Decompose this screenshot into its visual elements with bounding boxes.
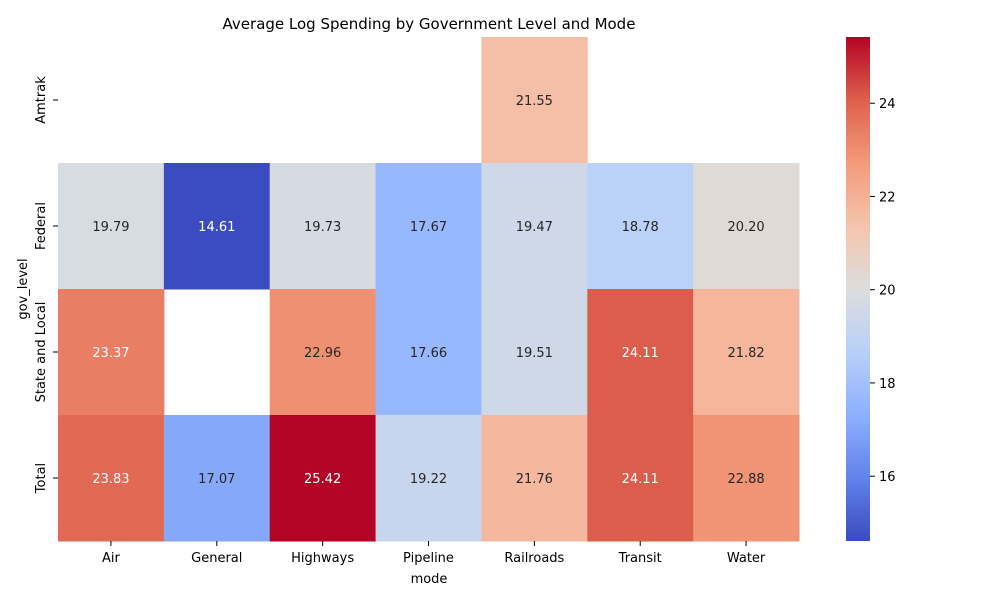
y-tick-label: Federal: [34, 202, 49, 250]
heatmap-cell: [58, 163, 165, 290]
heatmap-cell: [375, 289, 482, 416]
cell-value-label: 25.42: [304, 472, 341, 487]
heatmap-cell: [269, 289, 377, 416]
colorbar: [846, 37, 870, 541]
cell-value-label: 24.11: [622, 346, 659, 361]
cell-value-label: 22.96: [304, 346, 341, 361]
colorbar-tick-label: 20: [879, 284, 896, 299]
cell-value-label: 19.51: [516, 346, 553, 361]
heatmap-cell: [163, 163, 271, 290]
colorbar-tick-label: 16: [879, 470, 896, 485]
y-tick-label: Amtrak: [34, 76, 49, 124]
colorbar-tick-label: 18: [879, 377, 896, 392]
cell-value-label: 20.20: [727, 220, 764, 235]
colorbar-ticks: 16 18 20 22 24: [870, 97, 896, 485]
cell-value-label: 19.47: [516, 220, 553, 235]
cell-value-label: 21.55: [516, 94, 553, 109]
chart-title: Average Log Spending by Government Level…: [223, 15, 636, 33]
x-tick-label: Transit: [618, 551, 662, 566]
heatmap-cell: [481, 415, 588, 542]
x-axis: Air General Highways Pipeline Railroads Trans…: [102, 541, 766, 566]
x-tick-label: General: [191, 551, 242, 566]
heatmap-cell: [693, 289, 800, 416]
y-tick-label: Total: [34, 463, 49, 494]
heatmap-cell: [693, 163, 800, 290]
x-tick-label: Pipeline: [403, 551, 454, 566]
y-axis: Amtrak Federal State and Local Total: [34, 76, 58, 494]
heatmap-cell: [269, 163, 377, 290]
cell-value-label: 22.88: [727, 472, 764, 487]
x-tick-label: Air: [102, 551, 121, 566]
heatmap-cell: [269, 415, 377, 542]
heatmap-cell: [163, 415, 271, 542]
heatmap-cell: [587, 415, 694, 542]
heatmap-cell: [693, 415, 800, 542]
x-tick-label: Highways: [291, 551, 354, 566]
heatmap-cell: [375, 163, 482, 290]
heatmap-cell: [481, 163, 588, 290]
cell-value-label: 21.76: [516, 472, 553, 487]
colorbar-tick-label: 24: [879, 97, 896, 112]
heatmap-cell-labels: 21.55 19.79 14.61 19.73 17.67 19.47 18.78 20.20…: [92, 94, 764, 487]
cell-value-label: 21.82: [727, 346, 764, 361]
cell-value-label: 19.22: [410, 472, 447, 487]
heatmap-cell: [58, 289, 165, 416]
cell-value-label: 19.79: [92, 220, 129, 235]
heatmap-cell: [481, 289, 588, 416]
cell-value-label: 23.37: [92, 346, 129, 361]
cell-value-label: 14.61: [198, 220, 235, 235]
heatmap-cells: [58, 37, 800, 542]
x-tick-label: Railroads: [504, 551, 564, 566]
cell-value-label: 17.07: [198, 472, 235, 487]
cell-value-label: 24.11: [622, 472, 659, 487]
x-axis-label: mode: [411, 572, 448, 587]
heatmap-cell: [375, 415, 482, 542]
cell-value-label: 18.78: [622, 220, 659, 235]
colorbar-tick-label: 22: [879, 190, 896, 205]
y-axis-label: gov_level: [16, 258, 31, 319]
cell-value-label: 19.73: [304, 220, 341, 235]
heatmap-cell: [58, 415, 165, 542]
y-tick-label: State and Local: [34, 302, 49, 403]
x-tick-label: Water: [727, 551, 766, 566]
cell-value-label: 17.67: [410, 220, 447, 235]
cell-value-label: 23.83: [92, 472, 129, 487]
heatmap-cell: [481, 37, 588, 164]
cell-value-label: 17.66: [410, 346, 447, 361]
heatmap-cell: [587, 289, 694, 416]
heatmap-cell: [587, 163, 694, 290]
